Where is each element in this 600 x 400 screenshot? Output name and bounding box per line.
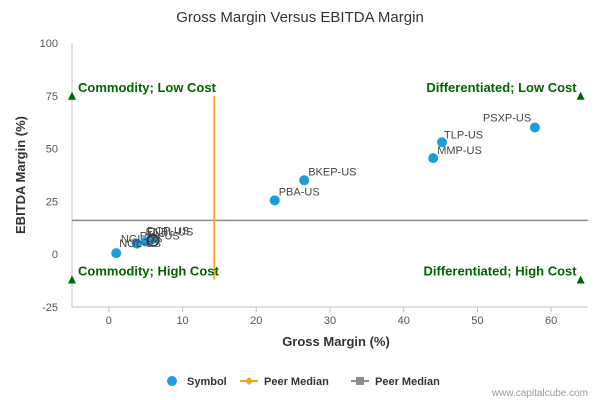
y-tick-label: 100 (40, 38, 58, 50)
legend-item-label: Peer Median (264, 376, 329, 388)
data-point-label: DCP-US (147, 225, 189, 237)
quadrant-label-bottom-left: Commodity; High Cost (78, 264, 219, 279)
data-point-label: PAA-US (140, 231, 180, 243)
x-tick-label: 60 (545, 315, 557, 327)
data-point (269, 195, 280, 206)
data-point-label: NGL-US (121, 234, 163, 246)
x-axis-title: Gross Margin (%) (282, 334, 390, 349)
data-point-label: MMP-US (437, 145, 482, 157)
quadrant-marker-bottom-right (576, 275, 585, 284)
quadrant-marker-top-right (576, 91, 585, 100)
highlight-ring (146, 234, 160, 247)
x-tick-label: 10 (176, 315, 188, 327)
x-tick-label: 30 (324, 315, 336, 327)
data-point-label: TLP-US (444, 129, 483, 141)
data-point (529, 122, 540, 133)
plot-area: 0 10 20 30 40 50 60 -25 0 25 50 75 100 Commodity; Low… (40, 38, 588, 327)
data-point (299, 175, 310, 186)
quadrant-label-bottom-right: Differentiated; High Cost (424, 264, 578, 279)
x-tick-label: 50 (471, 315, 483, 327)
quadrant-marker-top-left (68, 91, 76, 100)
legend-item-label: Peer Median (375, 376, 440, 388)
y-tick-label: 50 (46, 144, 58, 156)
data-point-label: PBA-US (279, 186, 320, 198)
legend-item-label: Symbol (187, 376, 227, 388)
legend: Symbol Peer Median Peer Median (167, 376, 440, 388)
quadrant-label-top-left: Commodity; Low Cost (78, 80, 217, 95)
data-point (111, 248, 122, 259)
quadrant-marker-bottom-left (68, 275, 76, 284)
y-axis-title: EBITDA Margin (%) (13, 116, 28, 234)
data-point (437, 137, 448, 148)
data-point (428, 153, 439, 164)
chart-title: Gross Margin Versus EBITDA Margin (176, 9, 424, 26)
legend-peer-median-x-marker (245, 377, 253, 385)
y-tick-label: 0 (52, 249, 58, 261)
data-point-label: NGL-US (119, 238, 161, 250)
legend-peer-median-y-marker (356, 377, 364, 385)
x-tick-label: 40 (398, 315, 410, 327)
data-point (131, 238, 142, 249)
y-tick-label: 75 (46, 91, 58, 103)
x-tick-label: 0 (106, 315, 112, 327)
credit-text: www.capitalcube.com (491, 388, 588, 399)
data-point-label: BKEP-US (308, 166, 356, 178)
data-point-label: ENBL-US (146, 226, 194, 238)
y-tick-label: -25 (42, 302, 58, 314)
quadrant-label-top-right: Differentiated; Low Cost (426, 80, 577, 95)
legend-symbol-marker (167, 376, 177, 386)
x-tick-label: 20 (250, 315, 262, 327)
data-point-label: PSXP-US (483, 112, 531, 124)
y-tick-label: 25 (46, 196, 58, 208)
